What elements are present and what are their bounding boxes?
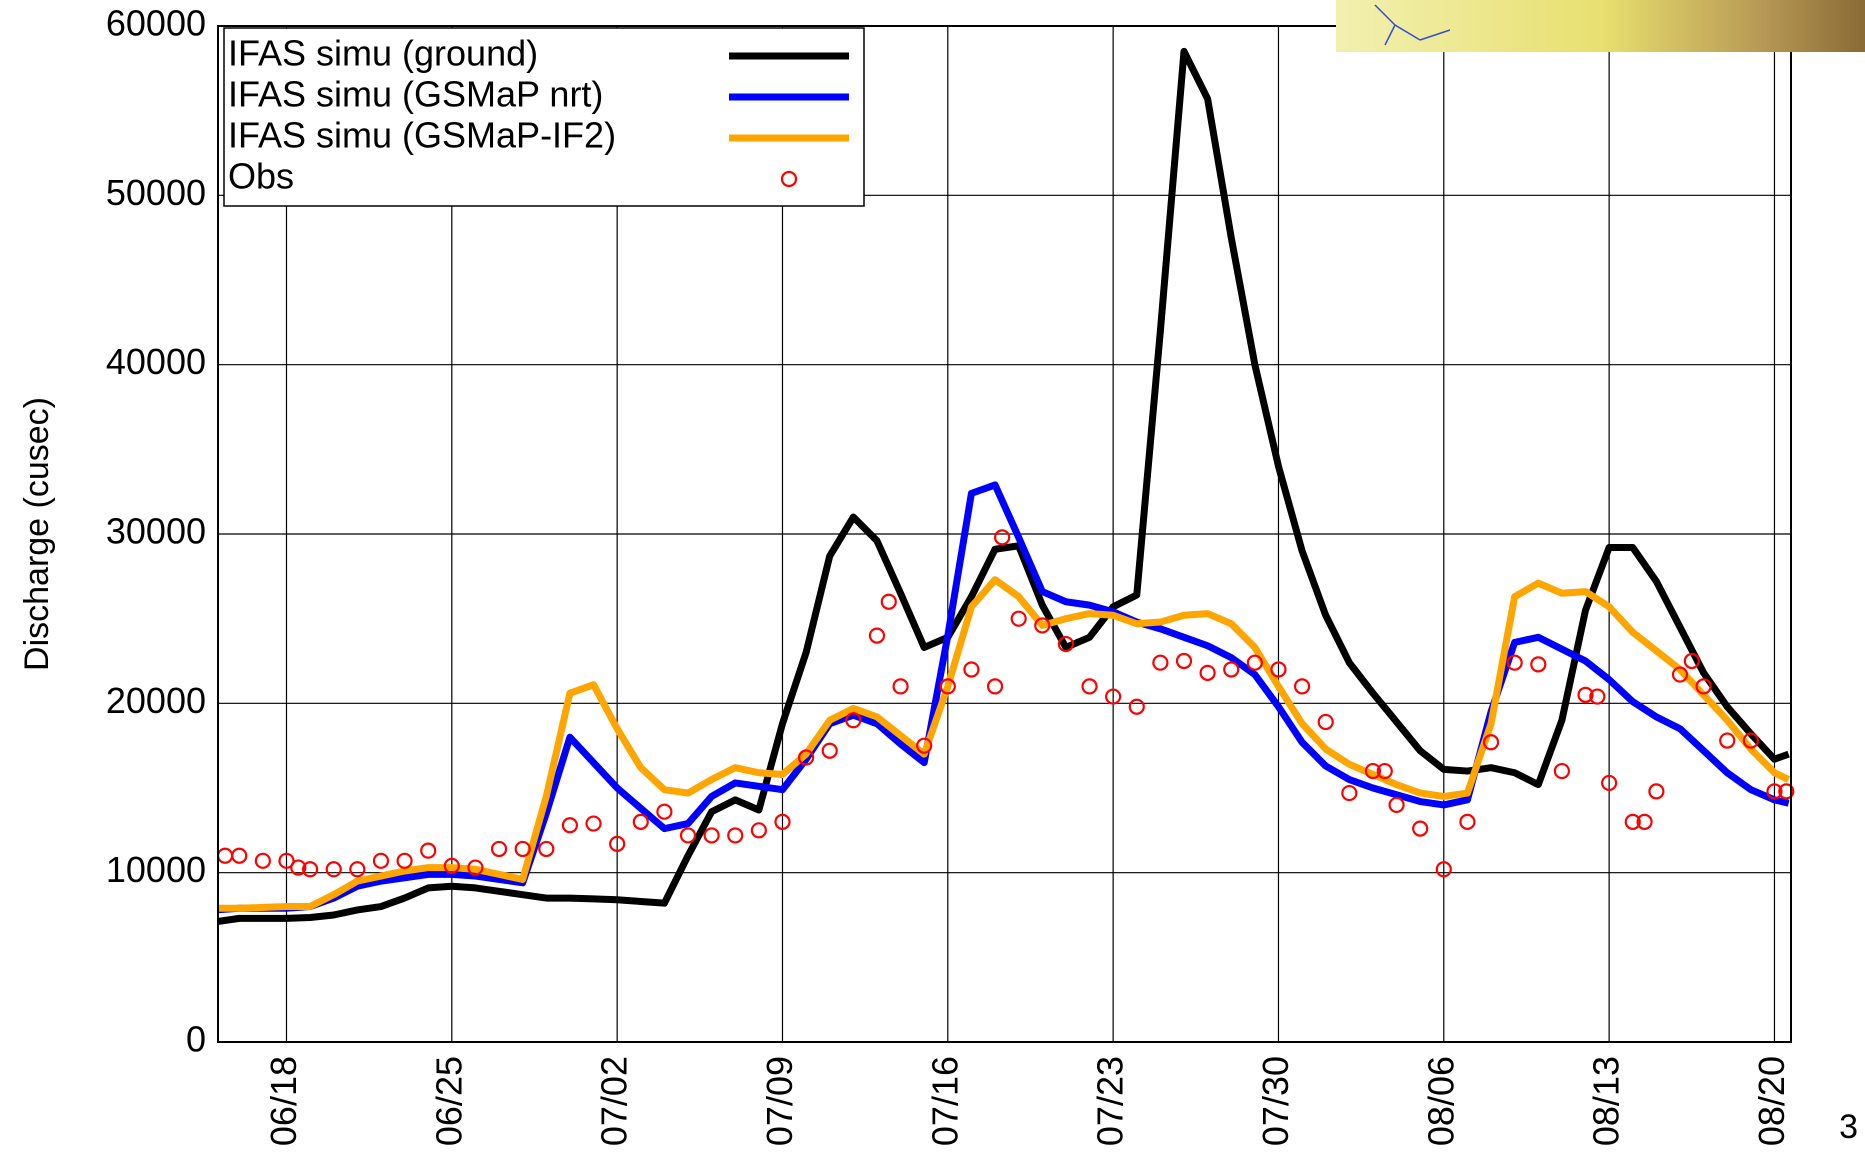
map-image — [1336, 0, 1865, 52]
x-tick-label: 07/16 — [924, 1056, 965, 1146]
chart: Discharge (cusec) 3 0 10000 20000 30000 4000… — [0, 0, 1865, 1160]
x-tick-label: 07/02 — [594, 1056, 635, 1146]
plot-area: 0 10000 20000 30000 40000 50000 60000 06/18 06/2… — [106, 3, 1793, 1147]
legend-label: IFAS simu (GSMaP nrt) — [228, 74, 603, 115]
y-tick-label: 0 — [186, 1019, 206, 1060]
x-tick-label: 06/18 — [263, 1056, 304, 1146]
legend-label: IFAS simu (ground) — [228, 33, 538, 74]
map-thumbnail — [1336, 0, 1865, 52]
x-tick-label: 07/09 — [759, 1056, 800, 1146]
y-tick-label: 30000 — [106, 511, 206, 552]
legend-label: IFAS simu (GSMaP-IF2) — [228, 115, 616, 156]
y-tick-label: 60000 — [106, 3, 206, 44]
legend: IFAS simu (ground)IFAS simu (GSMaP nrt)I… — [224, 28, 864, 206]
y-axis-label: Discharge (cusec) — [18, 397, 56, 671]
x-tick-label: 08/06 — [1420, 1056, 1461, 1146]
x-tick-label: 07/23 — [1090, 1056, 1131, 1146]
y-tick-label: 10000 — [106, 849, 206, 890]
x-tick-label: 07/30 — [1255, 1056, 1296, 1146]
slide-number: 3 — [1839, 1108, 1858, 1146]
page: Discharge (cusec) 3 0 10000 20000 30000 4000… — [0, 0, 1865, 1160]
x-tick-label: 08/20 — [1751, 1056, 1792, 1146]
legend-label: Obs — [228, 156, 294, 197]
y-tick-label: 20000 — [106, 680, 206, 721]
x-tick-label: 06/25 — [428, 1056, 469, 1146]
x-tick-label: 08/13 — [1586, 1056, 1627, 1146]
y-tick-label: 40000 — [106, 341, 206, 382]
y-tick-label: 50000 — [106, 172, 206, 213]
